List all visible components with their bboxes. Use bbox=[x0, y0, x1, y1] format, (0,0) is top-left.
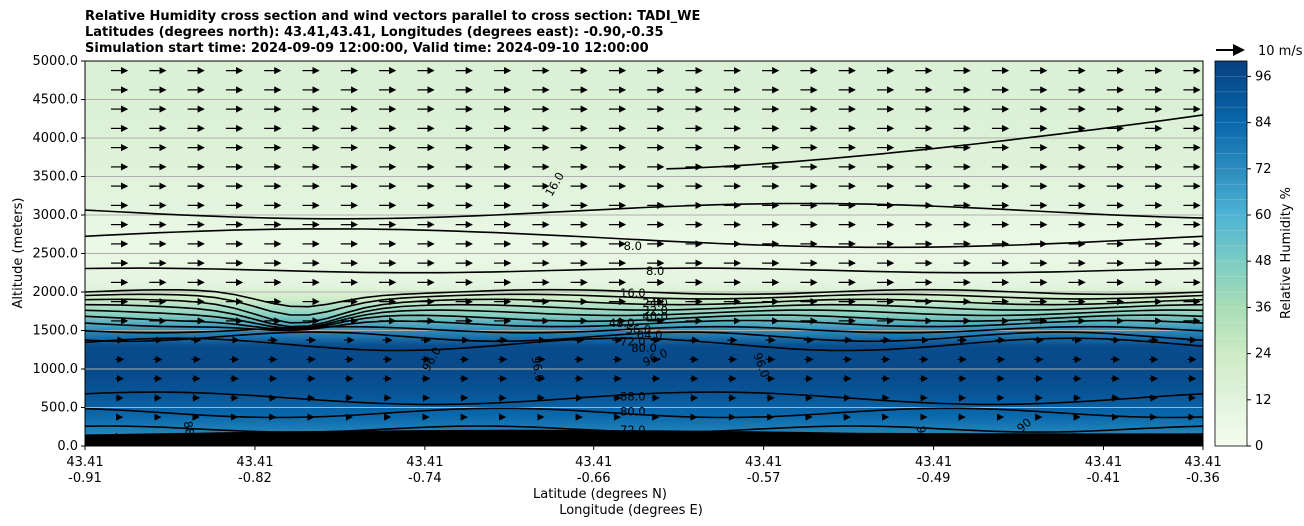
contour-label: 9 bbox=[914, 425, 929, 435]
colorbar-label: Relative Humidity % bbox=[1279, 187, 1294, 319]
y-axis: 0.0 500.0 1000.0 1500.0 2000.0 2500.0 3000.0 35… bbox=[33, 54, 85, 454]
colorbar-tick-label: 36 bbox=[1255, 300, 1272, 315]
contour-label: 88 bbox=[181, 420, 197, 437]
colorbar-tick-label: 48 bbox=[1255, 254, 1272, 269]
contour-label: 40.0 bbox=[642, 310, 668, 324]
contour-labels: 16.08.08.016.024.032.040.048.056.064.072… bbox=[181, 170, 1034, 437]
y-tick-label: 5000.0 bbox=[33, 54, 79, 69]
contour-line bbox=[85, 288, 1203, 308]
quiver-key: 10 m/s bbox=[1216, 44, 1303, 59]
contour-label: 16.0 bbox=[620, 286, 646, 300]
y-tick-label: 3500.0 bbox=[33, 170, 79, 185]
colorbar-tick-label: 84 bbox=[1255, 116, 1272, 131]
x-tick-label-lat: 43.41 bbox=[915, 455, 952, 470]
x-tick-label-lon: -0.82 bbox=[238, 471, 272, 486]
x-tick-label-lon: -0.66 bbox=[577, 471, 611, 486]
chart-title-line-1: Relative Humidity cross section and wind… bbox=[85, 9, 701, 24]
contour-line bbox=[85, 319, 1203, 332]
x-tick-label-lon: -0.49 bbox=[917, 471, 951, 486]
contour-line bbox=[85, 331, 1203, 343]
plot-area: 16.08.08.016.024.032.040.048.056.064.072… bbox=[85, 61, 1203, 446]
colorbar-tick-label: 24 bbox=[1255, 347, 1272, 362]
contour-label: 32.0 bbox=[642, 303, 668, 317]
x-tick-label-lon: -0.74 bbox=[408, 471, 442, 486]
colorbar-tick-label: 60 bbox=[1255, 208, 1272, 223]
x-tick-label-lat: 43.41 bbox=[406, 455, 443, 470]
x-axis-label-longitude: Longitude (degrees E) bbox=[559, 503, 703, 518]
colorbar-tick-label: 72 bbox=[1255, 162, 1272, 177]
contour-label: 24.0 bbox=[642, 296, 668, 310]
chart-title-line-3: Simulation start time: 2024-09-09 12:00:… bbox=[85, 41, 649, 56]
colorbar: 0 12 24 36 48 60 72 84 96 Relative Humidity % bbox=[1214, 60, 1294, 454]
colorbar-tick-label: 12 bbox=[1255, 393, 1272, 408]
y-tick-label: 3000.0 bbox=[33, 208, 79, 223]
x-tick-label-lat: 43.41 bbox=[745, 455, 782, 470]
x-axis: 43.41-0.9143.41-0.8243.41-0.7443.41-0.66… bbox=[66, 446, 1222, 486]
x-tick-label-lat: 43.41 bbox=[1184, 455, 1221, 470]
contour-line bbox=[85, 267, 1203, 274]
contour-line bbox=[85, 309, 1203, 330]
contour-label: 72.0 bbox=[620, 334, 646, 348]
x-tick-label-lat: 43.41 bbox=[1085, 455, 1122, 470]
contour-line bbox=[85, 293, 1203, 316]
x-axis-label-latitude: Latitude (degrees N) bbox=[533, 487, 667, 502]
colorbar-bands bbox=[1215, 76, 1247, 431]
contour-label: 96.0 bbox=[529, 355, 547, 383]
contour-line bbox=[85, 202, 1203, 220]
x-tick-label-lat: 43.41 bbox=[575, 455, 612, 470]
quiver-key-label: 10 m/s bbox=[1258, 44, 1303, 59]
x-tick-label-lon: -0.41 bbox=[1087, 471, 1121, 486]
y-axis-label: Altitude (meters) bbox=[11, 198, 26, 309]
y-tick-label: 1000.0 bbox=[33, 362, 79, 377]
y-tick-label: 1500.0 bbox=[33, 324, 79, 339]
contour-line bbox=[666, 114, 1203, 170]
contour-label: 80.0 bbox=[631, 341, 657, 355]
y-tick-label: 2500.0 bbox=[33, 247, 79, 262]
contour-line bbox=[85, 303, 1203, 328]
contour-line bbox=[85, 325, 1203, 334]
contour-line bbox=[85, 228, 1203, 249]
y-tick-label: 2000.0 bbox=[33, 285, 79, 300]
y-tick-label: 4000.0 bbox=[33, 131, 79, 146]
colorbar-fill bbox=[1214, 60, 1248, 447]
terrain bbox=[85, 429, 1203, 446]
chart-title-line-2: Latitudes (degrees north): 43.41,43.41, … bbox=[85, 25, 664, 40]
colorbar-tick-label: 0 bbox=[1255, 439, 1263, 454]
contour-label: 48.0 bbox=[609, 316, 635, 330]
contour-label: 80.0 bbox=[620, 404, 646, 418]
x-tick-label-lat: 43.41 bbox=[66, 455, 103, 470]
y-tick-label: 4500.0 bbox=[33, 93, 79, 108]
y-tick-label: 0.0 bbox=[57, 439, 78, 454]
contour-line bbox=[85, 298, 1203, 324]
contour-label: 64.0 bbox=[637, 328, 663, 342]
colorbar-tick-label: 96 bbox=[1255, 69, 1272, 84]
contour-label: 8.0 bbox=[646, 264, 664, 278]
x-tick-label-lon: -0.57 bbox=[747, 471, 781, 486]
x-tick-label-lon: -0.36 bbox=[1186, 471, 1220, 486]
chart-title-block: Relative Humidity cross section and wind… bbox=[85, 9, 700, 57]
x-tick-label-lon: -0.91 bbox=[68, 471, 102, 486]
y-tick-label: 500.0 bbox=[41, 401, 78, 416]
contour-label: 8.0 bbox=[624, 239, 642, 253]
contour-label: 72.0 bbox=[620, 423, 646, 437]
contour-label: 56.0 bbox=[626, 323, 652, 337]
wind-vectors bbox=[111, 66, 1201, 440]
contour-label: 88.0 bbox=[620, 390, 646, 404]
x-tick-label-lat: 43.41 bbox=[236, 455, 273, 470]
colorbar-ticks: 0 12 24 36 48 60 72 84 96 bbox=[1247, 69, 1272, 454]
